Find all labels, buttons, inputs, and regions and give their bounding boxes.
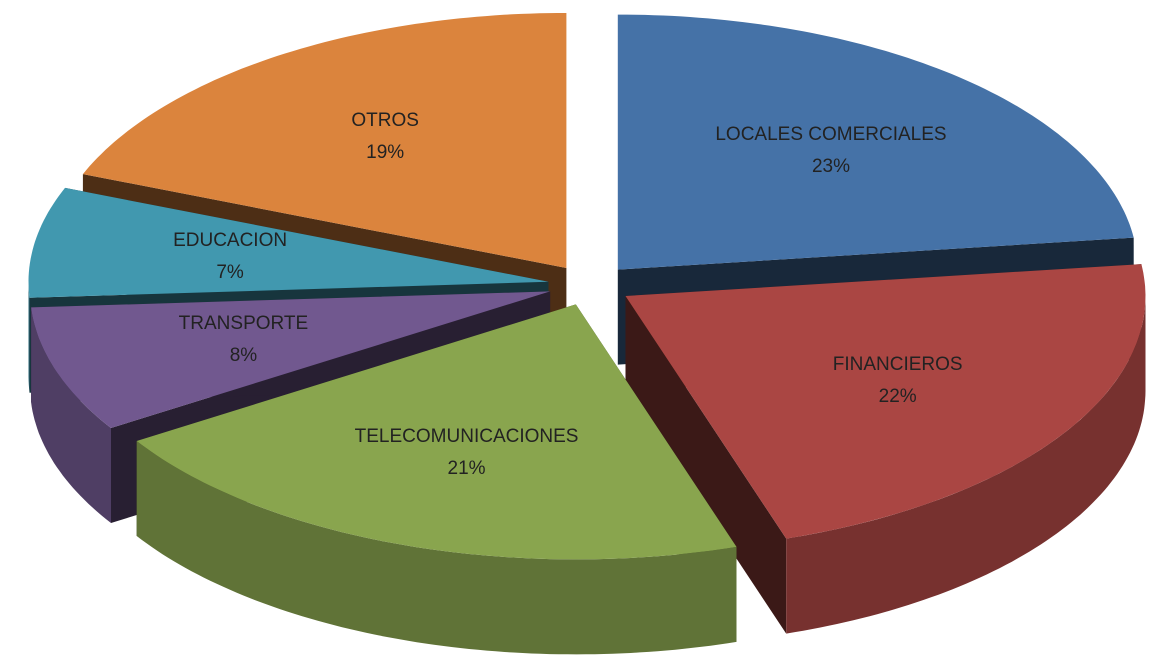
- slice-side: [31, 307, 112, 523]
- slice: TELECOMUNICACIONES 21%: [136, 304, 737, 655]
- slice-label: EDUCACION: [173, 230, 287, 251]
- slice-value-label: 7%: [216, 262, 244, 283]
- slice-top: [82, 13, 567, 268]
- slice-value-label: 21%: [448, 458, 486, 479]
- slice-label: FINANCIEROS: [833, 354, 963, 375]
- slice-side: [28, 281, 30, 393]
- slice-side: [786, 296, 1146, 634]
- slice-wall: [625, 296, 787, 634]
- slice-value-label: 8%: [230, 345, 258, 366]
- slice-side: [136, 441, 737, 655]
- slice-top: [136, 304, 737, 560]
- slice: FINANCIEROS 22%: [625, 264, 1146, 634]
- slice-value-label: 22%: [879, 386, 917, 407]
- slice-label: TELECOMUNICACIONES: [355, 426, 579, 447]
- slice-label: TRANSPORTE: [179, 313, 309, 334]
- slice-label: LOCALES COMERCIALES: [715, 124, 946, 145]
- slice-label: OTROS: [351, 110, 419, 131]
- slice-top: [28, 187, 549, 298]
- slice-top: [617, 14, 1134, 270]
- slice-value-label: 23%: [812, 156, 850, 177]
- slice-value-label: 19%: [366, 142, 404, 163]
- slice-top: [625, 264, 1146, 539]
- slice-top: [31, 291, 551, 428]
